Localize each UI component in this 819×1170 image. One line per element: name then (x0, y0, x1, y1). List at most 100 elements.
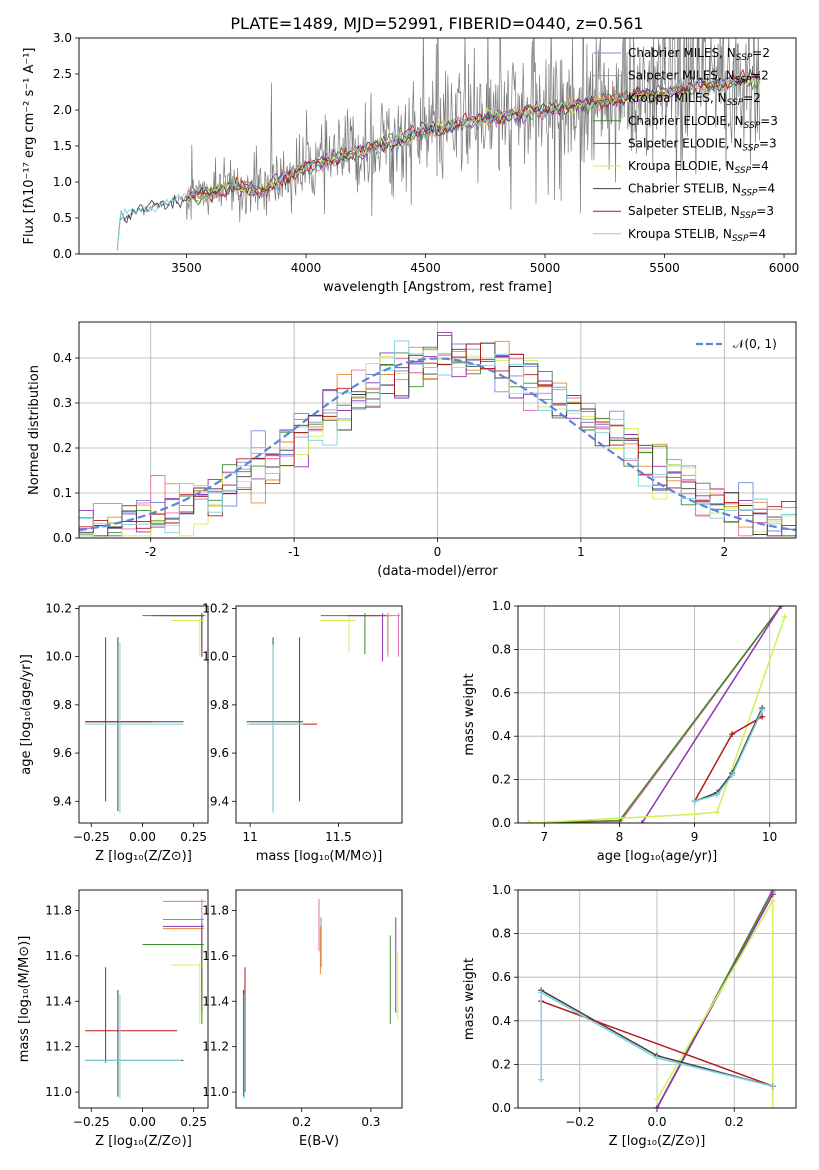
x-tick-label: 0.25 (180, 830, 207, 844)
model-chabrier-stelib-line (116, 68, 761, 251)
y-axis-label: Flux [fλ10⁻¹⁷ erg cm⁻² s⁻¹ A⁻¹] (22, 48, 37, 245)
x-tick-label: 0.25 (180, 1115, 207, 1129)
y-tick-label: 0.8 (492, 642, 511, 656)
plot-area (538, 890, 776, 1108)
x-tick-label: 0.00 (129, 1115, 156, 1129)
y-tick-label: 1.5 (53, 139, 72, 153)
x-tick-label: 6000 (769, 261, 800, 275)
y-tick-label: 0.0 (492, 816, 511, 830)
weight-vs-metallicity-panel: −0.2 0.0 0.2 0.0 0.2 0.4 0.6 0.8 1.0 Z [log₁₀(Z/Z… (462, 883, 797, 1149)
normal-distribution-line (79, 357, 796, 532)
residual-distribution-panel: -2 -1 0 1 2 0.0 0.1 0.2 0.3 0.4 (data-model)/error… (27, 321, 797, 579)
y-tick-label: 0.0 (53, 247, 72, 261)
y-tick-label: 10.2 (45, 601, 72, 615)
x-tick-label: 8 (616, 830, 624, 844)
axes-frame (235, 889, 403, 1109)
figure-title: PLATE=1489, MJD=52991, FIBERID=0440, z=0… (230, 14, 643, 33)
cumulative-weight-kroupa-stelib (694, 709, 763, 803)
x-tick-label: 5500 (649, 261, 680, 275)
axes-frame (78, 37, 797, 255)
x-tick-label: -2 (145, 545, 157, 559)
y-tick-label: 11.0 (202, 1085, 229, 1099)
axes-frame (235, 605, 403, 824)
y-tick-label: 10.0 (202, 650, 229, 664)
cumulative-weight-kroupa-miles (529, 606, 782, 823)
legend-label: Salpeter ELODIE, NSSP=3 (628, 136, 777, 153)
cumulative-weight-salpeter-elodie (641, 606, 782, 823)
y-tick-label: 0.5 (53, 211, 72, 225)
legend-label: Chabrier STELIB, NSSP=4 (628, 182, 775, 199)
x-tick-label: 9 (691, 830, 699, 844)
y-tick-label: 1.0 (492, 599, 511, 613)
model-salpeter-elodie-line (186, 72, 761, 200)
x-axis-label: E(B-V) (299, 1134, 339, 1149)
histogram-salpeter-elodie (79, 331, 796, 537)
y-tick-label: 9.8 (210, 698, 229, 712)
model-kroupa-stelib-line (116, 71, 760, 251)
x-tick-label: 1 (577, 545, 585, 559)
legend-label: Kroupa ELODIE, NSSP=4 (628, 159, 769, 176)
weight-vs-z-kroupa-stelib (540, 991, 773, 1087)
y-tick-label: 11.8 (45, 903, 72, 917)
axes-frame (517, 889, 797, 1109)
x-tick-label: 3500 (171, 261, 202, 275)
x-axis-label: wavelength [Angstrom, rest frame] (323, 280, 552, 295)
x-tick-label: 4000 (291, 261, 322, 275)
legend-label: Kroupa STELIB, NSSP=4 (628, 227, 766, 244)
plot-area (79, 331, 796, 537)
y-tick-label: 11.8 (202, 903, 229, 917)
y-axis-label: Normed distribution (27, 365, 42, 495)
x-tick-label: 4500 (410, 261, 441, 275)
x-tick-label: -1 (288, 545, 300, 559)
y-tick-label: 3.0 (53, 31, 72, 45)
x-tick-label: −0.25 (73, 830, 110, 844)
y-tick-label: 11.2 (45, 1040, 72, 1054)
x-tick-label: 7 (540, 830, 548, 844)
x-axis-label: age [log₁₀(age/yr)] (597, 849, 718, 864)
spectrum-panel: 3500 4000 4500 5000 5500 6000 0.0 0.5 1.0 1.5 2.0 2… (22, 31, 800, 295)
legend-label: Kroupa MILES, NSSP=2 (628, 91, 761, 108)
y-tick-label: 11.6 (45, 949, 72, 963)
plot-area (526, 606, 788, 823)
x-axis-label: Z [log₁₀(Z/Z⊙)] (95, 849, 192, 864)
age-vs-mass-panel: 11 11.5 9.4 9.6 9.8 10.0 10.2 mass [log₁₀(M/M⊙)… (202, 601, 403, 864)
legend-label: Chabrier ELODIE, NSSP=3 (628, 114, 778, 131)
plot-area (85, 613, 206, 814)
y-tick-label: 9.6 (53, 746, 72, 760)
y-tick-label: 9.8 (53, 698, 72, 712)
y-tick-label: 2.0 (53, 103, 72, 117)
plot-area (243, 899, 399, 1099)
y-tick-label: 9.6 (210, 746, 229, 760)
plot-area (246, 613, 401, 814)
y-tick-label: 10.2 (202, 601, 229, 615)
y-tick-label: 0.6 (492, 686, 511, 700)
legend-label: 𝒩(0, 1) (733, 337, 777, 351)
x-axis-label: mass [log₁₀(M/M⊙)] (256, 849, 383, 864)
y-tick-label: 0.1 (53, 486, 72, 500)
axes-frame (78, 889, 209, 1109)
mass-vs-metallicity-panel: −0.25 0.00 0.25 11.0 11.2 11.4 11.6 11.8 Z [log₁… (17, 889, 209, 1149)
axes-frame (78, 605, 209, 824)
legend-label: Chabrier MILES, NSSP=2 (628, 46, 770, 63)
x-tick-label: 0.00 (129, 830, 156, 844)
axes-frame (78, 321, 797, 539)
y-tick-label: 9.4 (210, 794, 229, 808)
x-tick-label: 0.2 (292, 1115, 311, 1129)
observed-spectrum-line (116, 38, 761, 251)
y-tick-label: 0.2 (53, 441, 72, 455)
y-tick-label: 0.4 (492, 1014, 511, 1028)
y-tick-label: 10.0 (45, 650, 72, 664)
mass-vs-ebv-panel: 0.2 0.3 11.0 11.2 11.4 11.6 11.8 E(B-V) (202, 889, 403, 1149)
x-tick-label: −0.25 (73, 1115, 110, 1129)
y-tick-label: 0.4 (53, 351, 72, 365)
cumulative-weight-kroupa-elodie (529, 616, 786, 823)
legend-label: Salpeter STELIB, NSSP=3 (628, 204, 774, 221)
histogram-kroupa-stelib (79, 340, 796, 534)
x-axis-label: (data-model)/error (377, 564, 498, 579)
cumulative-weight-chabrier-miles (529, 606, 782, 823)
x-tick-label: 0 (434, 545, 442, 559)
plot-area (85, 899, 206, 1099)
x-axis-label: Z [log₁₀(Z/Z⊙)] (95, 1134, 192, 1149)
x-axis-label: Z [log₁₀(Z/Z⊙)] (609, 1134, 706, 1149)
